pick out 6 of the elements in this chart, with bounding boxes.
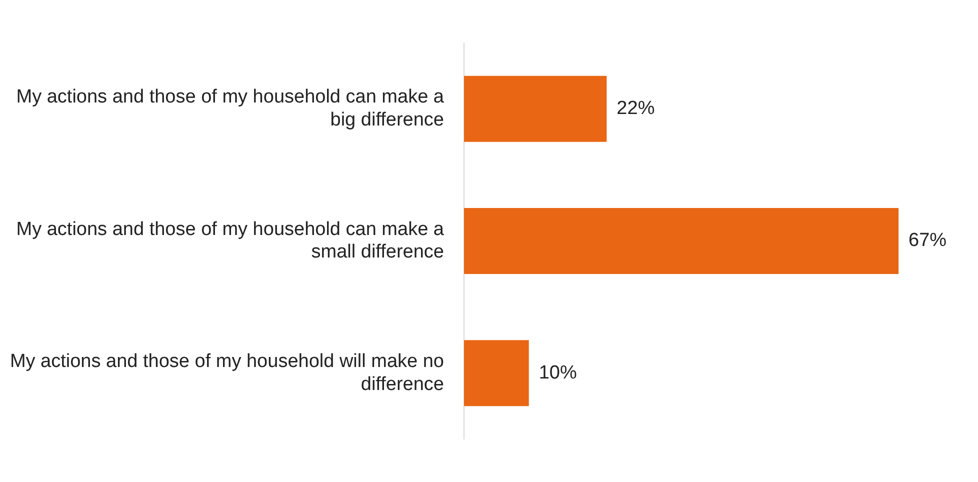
y-tick-label: My actions and those of my household can make a big difference xyxy=(16,86,444,130)
y-tick-label: My actions and those of my household can make a small difference xyxy=(16,218,444,263)
data-label: 22% xyxy=(616,98,655,120)
y-tick-label: My actions and those of my household will make no difference xyxy=(10,350,444,395)
data-label: 10% xyxy=(538,362,577,384)
data-label: 67% xyxy=(908,230,947,252)
